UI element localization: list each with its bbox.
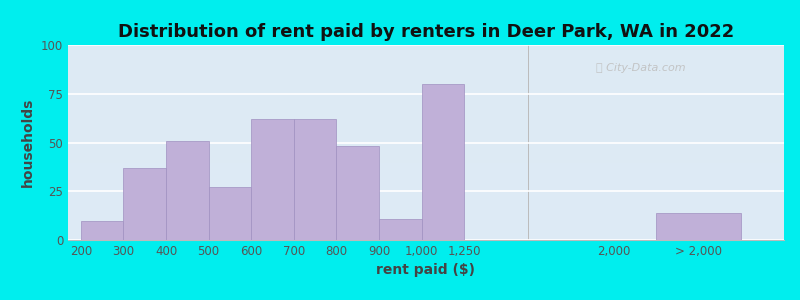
Bar — [123, 168, 166, 240]
Bar — [379, 218, 422, 240]
Title: Distribution of rent paid by renters in Deer Park, WA in 2022: Distribution of rent paid by renters in … — [118, 23, 734, 41]
Bar — [656, 213, 742, 240]
Bar — [422, 84, 464, 240]
Bar — [81, 220, 123, 240]
Bar — [166, 140, 209, 240]
X-axis label: rent paid ($): rent paid ($) — [377, 263, 475, 278]
Bar — [209, 187, 251, 240]
Bar — [251, 119, 294, 240]
Y-axis label: households: households — [22, 98, 35, 187]
Bar — [337, 146, 379, 240]
Bar — [294, 119, 337, 240]
Text: ⓘ City-Data.com: ⓘ City-Data.com — [596, 63, 686, 74]
